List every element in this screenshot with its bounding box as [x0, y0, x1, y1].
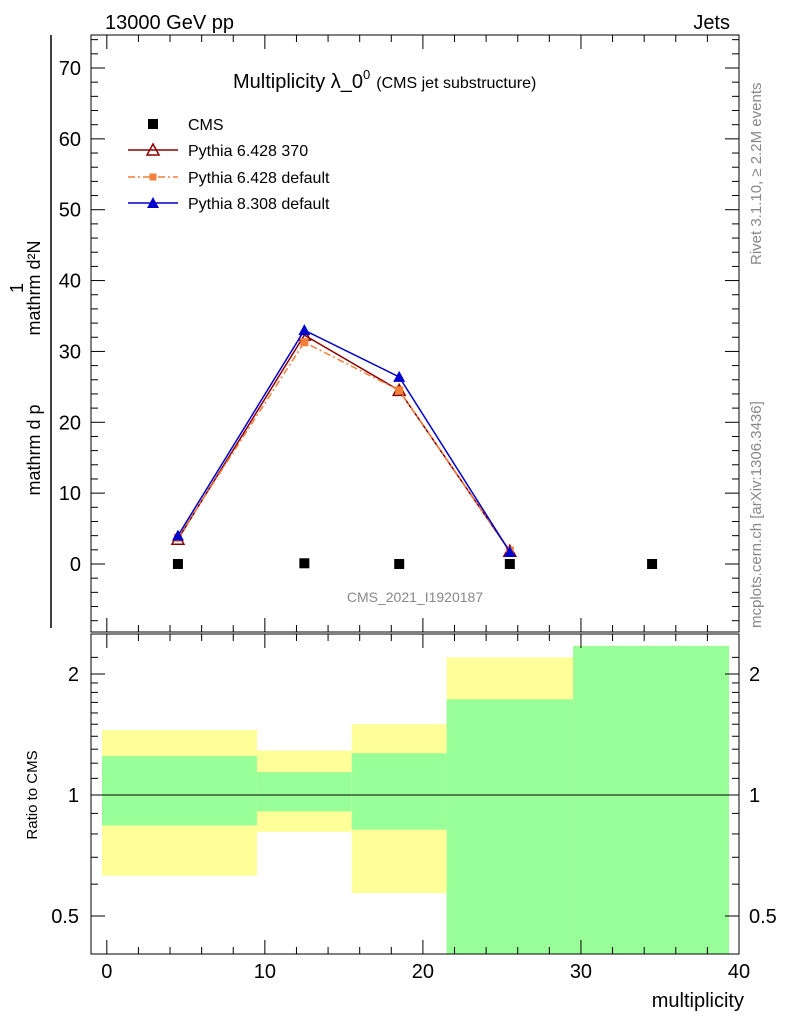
x-tick-label: 30 — [570, 961, 592, 983]
analysis-id-label: CMS_2021_I1920187 — [347, 589, 483, 605]
process-label: Jets — [693, 12, 730, 34]
main-y-tick-label: 60 — [59, 129, 81, 151]
main-y-tick-label: 50 — [59, 200, 81, 222]
x-tick-label: 0 — [101, 961, 112, 983]
ylabel-one: 1 — [7, 283, 27, 293]
ratio-y-tick-label-right: 1 — [749, 785, 760, 807]
svg-text:mathrm d²N: mathrm d²N — [24, 240, 44, 335]
ratio-y-tick-label-left: 0.5 — [51, 906, 79, 928]
svg-text:Multiplicity λ_00(CMS jet subs: Multiplicity λ_00 (CMS jet substructure) — [233, 67, 536, 93]
ratio-band-green-0 — [102, 756, 257, 826]
series-marker-0 — [504, 559, 515, 569]
main-plot-frame — [90, 34, 740, 633]
main-y-tick-label: 40 — [59, 271, 81, 293]
legend-marker-3 — [147, 197, 159, 208]
ratio-band-green-4 — [573, 645, 729, 954]
legend: CMS Pythia 6.428 370 Pythia 6.428 default P… — [128, 117, 330, 213]
ratio-y-tick-label-left: 2 — [68, 664, 79, 686]
ratio-y-tick-label-right: 0.5 — [749, 906, 777, 928]
series-marker-3 — [503, 545, 516, 557]
main-y-tick-label: 70 — [59, 58, 81, 80]
ylabel-numerator: mathrm d²N — [24, 240, 44, 335]
series-marker-2 — [300, 338, 309, 347]
series-line-3 — [177, 329, 511, 553]
mcplots-label: mcplots.cern.ch [arXiv:1306.3436] — [748, 401, 765, 628]
ratio-bands — [102, 645, 729, 954]
legend-label-3: Pythia 8.308 default — [188, 196, 330, 213]
main-data-layer — [170, 324, 658, 569]
ylabel-denominator-upper: mathrm d p — [24, 404, 44, 495]
legend-marker-0 — [148, 119, 158, 129]
series-marker-2 — [395, 386, 404, 395]
ratio-y-label: Ratio to CMS — [24, 750, 41, 839]
series-marker-0 — [647, 559, 658, 569]
legend-label-2: Pythia 6.428 default — [188, 170, 330, 187]
plot-title-main: Multiplicity λ_0 — [233, 71, 363, 93]
rivet-version-label: Rivet 3.1.10, ≥ 2.2M events — [748, 83, 765, 266]
series-marker-3 — [298, 324, 311, 336]
x-tick-label: 10 — [254, 961, 276, 983]
plot-title: Multiplicity λ_00 (CMS jet substructure) — [233, 67, 536, 93]
legend-label-0: CMS — [188, 117, 224, 134]
series-marker-3 — [171, 529, 184, 541]
ratio-plot-frame — [90, 633, 740, 955]
series-marker-0 — [394, 559, 405, 569]
series-marker-0 — [172, 559, 183, 569]
main-y-tick-label: 0 — [70, 554, 81, 576]
x-axis-label: multiplicity — [652, 990, 744, 1012]
ratio-y-tick-label-right: 2 — [749, 664, 760, 686]
series-line-2 — [177, 341, 511, 551]
legend-label-1: Pythia 6.428 370 — [188, 143, 308, 160]
series-marker-0 — [299, 558, 310, 569]
ratio-band-green-2 — [351, 753, 447, 830]
main-y-ticks: 0 10 20 30 40 50 60 70 — [59, 35, 740, 632]
legend-marker-2 — [149, 173, 157, 181]
x-tick-label: 20 — [412, 961, 434, 983]
plot-title-sup: 0 — [363, 67, 370, 82]
plot-title-sub: (CMS jet substructure) — [376, 75, 536, 92]
main-y-tick-label: 30 — [59, 341, 81, 363]
energy-label: 13000 GeV pp — [105, 12, 234, 34]
series-marker-3 — [393, 370, 406, 382]
ratio-band-green-3 — [446, 699, 574, 954]
main-y-axis-label: mathrm d²N mathrm d p 1 — [7, 35, 52, 628]
ratio-band-green-1 — [256, 772, 352, 812]
x-tick-label: 40 — [728, 961, 750, 983]
main-y-tick-label: 20 — [59, 412, 81, 434]
legend-marker-1 — [145, 142, 161, 156]
main-y-tick-label: 10 — [59, 483, 81, 505]
series-line-1 — [177, 334, 511, 552]
ratio-y-tick-label-left: 1 — [68, 785, 79, 807]
